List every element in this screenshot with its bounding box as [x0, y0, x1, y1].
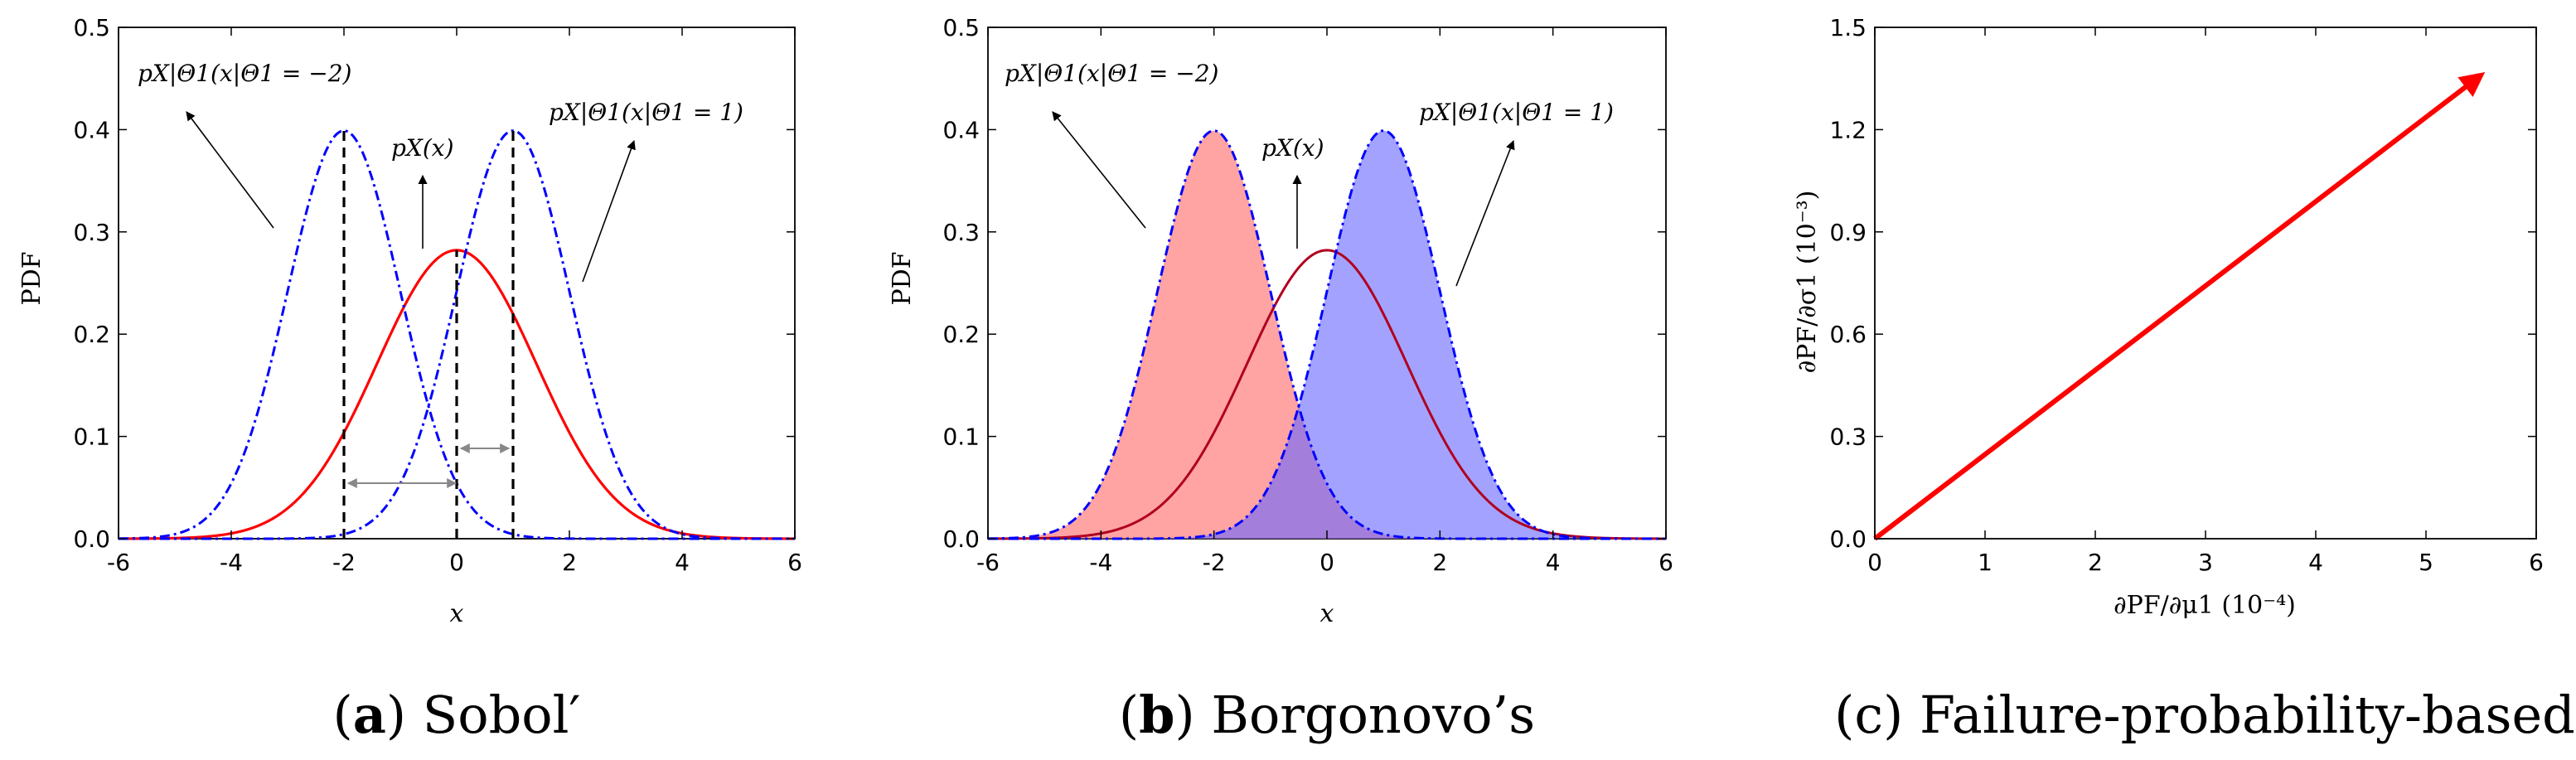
- annotation-cond-neg2: pX|Θ1(x|Θ1 = −2): [138, 60, 351, 87]
- panel-c-xlabel: ∂PF/∂μ1 (10⁻⁴): [2114, 591, 2296, 620]
- x-tick-label: 1: [1978, 549, 1993, 576]
- annotation-b-cond-neg2: pX|Θ1(x|Θ1 = −2): [1005, 60, 1218, 87]
- x-tick-label: -2: [332, 549, 356, 576]
- panel-c-caption: (c) Failure-probability-based: [1834, 685, 2575, 745]
- y-tick-label: 0.5: [942, 14, 980, 41]
- x-tick-label: 6: [1658, 549, 1673, 576]
- x-tick-label: -6: [107, 549, 130, 576]
- x-tick-label: 5: [2419, 549, 2433, 576]
- x-tick-label: 6: [2529, 549, 2544, 576]
- annotation-b-arrow-cond-neg2: [1052, 111, 1146, 229]
- panel-b-ticks: -6 -4 -2 0 2 4 6 0.0 0.1 0.2 0.3 0.4 0.5: [942, 14, 1673, 576]
- panel-c-ticks: 0 1 2 3 4 5 6 0.0 0.3 0.6 0.9 1.2 1.5: [1829, 14, 2543, 576]
- y-tick-label: 0.2: [73, 321, 110, 348]
- y-tick-label: 0.1: [73, 424, 110, 451]
- panel-b-ylabel: PDF: [888, 251, 917, 305]
- annotation-arrow-cond-1: [582, 139, 636, 283]
- panel-a: -6 -4 -2 0 2 4 6 0.0 0.1 0.2 0.3 0.4 0.5 PDF x pX|Θ1…: [17, 14, 802, 745]
- annotation-b-cond-1: pX|Θ1(x|Θ1 = 1): [1419, 99, 1614, 126]
- panel-c-curves: [1873, 71, 2486, 541]
- x-tick-label: -4: [220, 549, 243, 576]
- filled-area-1: [988, 130, 1666, 539]
- panel-c: 0 1 2 3 4 5 6 0.0 0.3 0.6 0.9 1.2 1.5 ∂PF/∂σ1 (10⁻³)…: [1793, 14, 2575, 745]
- x-tick-label: 3: [2198, 549, 2213, 576]
- annotation-b-px: pX(x): [1261, 134, 1324, 162]
- panel-a-ylabel: PDF: [17, 251, 46, 305]
- panel-a-distance-arrows: [346, 443, 511, 488]
- y-tick-label: 0.5: [73, 14, 110, 41]
- annotation-arrow-cond-neg2: [186, 111, 274, 229]
- panel-a-caption: (a) Sobol′: [332, 685, 580, 745]
- annotation-cond-1: pX|Θ1(x|Θ1 = 1): [549, 99, 743, 126]
- y-tick-label: 0.0: [942, 525, 980, 553]
- y-tick-label: 0.9: [1829, 219, 1867, 246]
- panel-b: -6 -4 -2 0 2 4 6 0.0 0.1 0.2 0.3 0.4 0.5 PDF x pX|Θ1…: [888, 14, 1673, 745]
- x-tick-label: 0: [1319, 549, 1334, 576]
- y-tick-label: 0.4: [73, 116, 110, 143]
- y-tick-label: 0.1: [942, 424, 980, 451]
- sensitivity-arrow: [1873, 71, 2486, 541]
- x-tick-label: 0: [1867, 549, 1882, 576]
- y-tick-label: 0.0: [73, 525, 110, 553]
- annotation-px: pX(x): [391, 134, 454, 162]
- y-tick-label: 1.5: [1829, 14, 1867, 41]
- x-tick-label: 2: [2088, 549, 2103, 576]
- panel-b-filled-areas: [988, 130, 1666, 539]
- y-tick-label: 0.4: [942, 116, 980, 143]
- panel-a-vertical-lines: [342, 130, 515, 539]
- y-tick-label: 0.3: [942, 219, 980, 246]
- y-tick-label: 0.0: [1829, 525, 1867, 553]
- filled-area-2: [988, 130, 1666, 539]
- x-tick-label: 6: [787, 549, 802, 576]
- panel-b-caption: (b) Borgonovo’s: [1119, 685, 1535, 745]
- panel-a-xlabel: x: [450, 599, 464, 628]
- x-tick-label: -2: [1203, 549, 1226, 576]
- x-tick-label: 2: [1432, 549, 1447, 576]
- x-tick-label: -6: [976, 549, 1000, 576]
- x-tick-label: 4: [675, 549, 690, 576]
- x-tick-label: -4: [1089, 549, 1112, 576]
- x-tick-label: 4: [2308, 549, 2323, 576]
- x-tick-label: 2: [562, 549, 577, 576]
- panel-b-xlabel: x: [1320, 599, 1334, 628]
- y-tick-label: 0.6: [1829, 321, 1867, 348]
- annotation-b-arrow-cond-1: [1455, 139, 1515, 287]
- x-tick-label: 0: [449, 549, 464, 576]
- y-tick-label: 0.3: [73, 219, 110, 246]
- y-tick-label: 0.3: [1829, 424, 1867, 451]
- panel-a-ticks: -6 -4 -2 0 2 4 6 0.0 0.1 0.2 0.3 0.4 0.5: [73, 14, 801, 576]
- y-tick-label: 1.2: [1829, 116, 1867, 143]
- y-tick-label: 0.2: [942, 321, 980, 348]
- x-tick-label: 4: [1546, 549, 1561, 576]
- panel-c-ylabel: ∂PF/∂σ1 (10⁻³): [1793, 191, 1822, 374]
